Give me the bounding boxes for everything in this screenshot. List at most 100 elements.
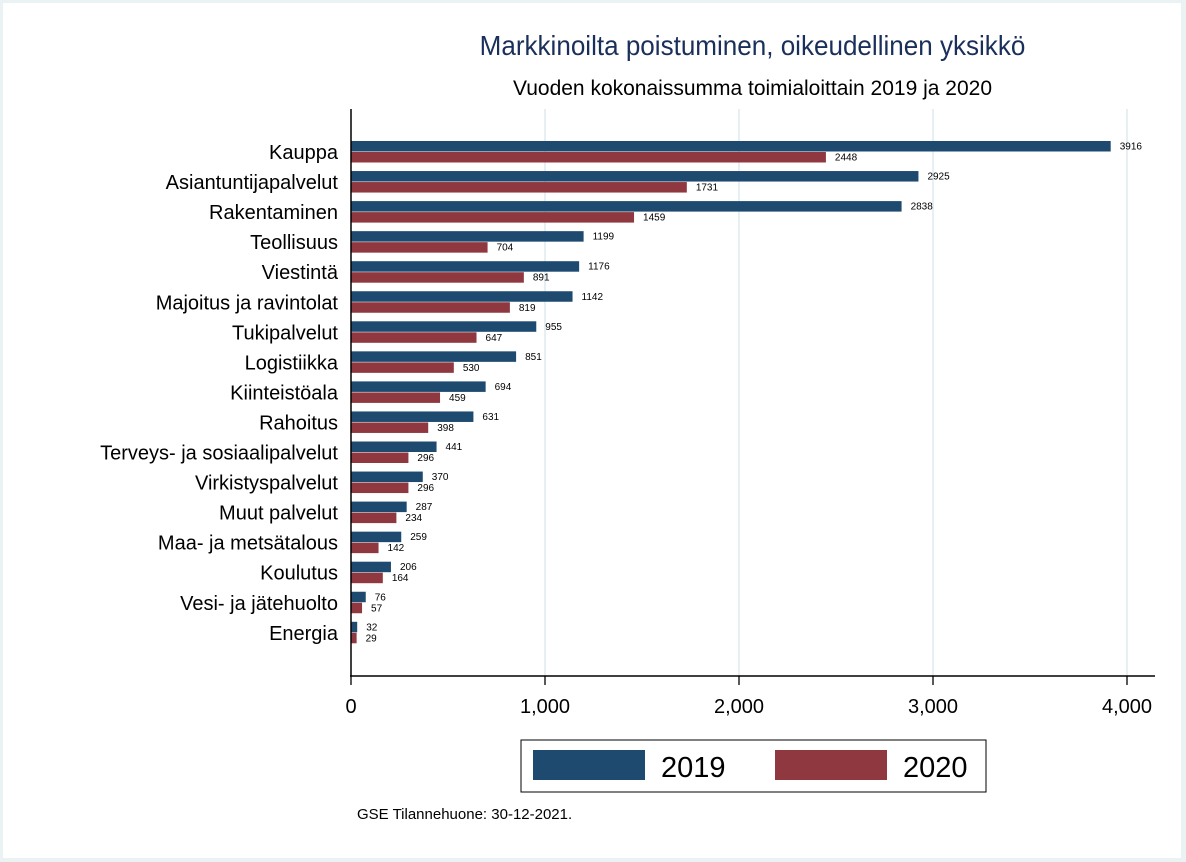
value-label: 1459 <box>643 213 666 224</box>
bar-2019 <box>351 531 402 543</box>
legend-swatch-2019 <box>533 750 645 780</box>
bar-2019 <box>351 411 474 422</box>
x-tick-label: 3,000 <box>908 696 958 718</box>
bar-2020 <box>351 302 510 313</box>
gridlines <box>544 109 1128 676</box>
category-label: Kiinteistöala <box>230 382 339 404</box>
bar-2020 <box>351 152 826 163</box>
value-label: 647 <box>486 333 503 344</box>
x-tick-label: 2,000 <box>714 696 764 718</box>
category-label: Tukipalvelut <box>232 322 338 344</box>
legend-label: 2020 <box>903 752 968 784</box>
legend-label: 2019 <box>661 752 726 784</box>
bar-2019 <box>351 261 580 272</box>
value-label: 631 <box>482 412 499 423</box>
category-label: Koulutus <box>260 563 338 585</box>
value-label: 3916 <box>1120 142 1143 153</box>
category-label: Terveys- ja sosiaalipalvelut <box>100 443 338 465</box>
value-label: 955 <box>545 322 562 333</box>
category-label: Muut palvelut <box>219 503 338 525</box>
chart-subtitle: Vuoden kokonaissumma toimialoittain 2019… <box>512 77 993 100</box>
value-label: 206 <box>400 562 417 573</box>
category-label: Viestintä <box>262 262 339 284</box>
bar-2020 <box>351 572 383 584</box>
value-label: 32 <box>366 622 378 633</box>
bar-2019 <box>351 591 366 603</box>
bars <box>351 141 1111 644</box>
value-label: 234 <box>405 513 422 524</box>
value-label: 1199 <box>593 232 615 243</box>
value-label: 370 <box>432 472 449 483</box>
bar-2020 <box>351 512 397 524</box>
value-label: 704 <box>497 243 514 254</box>
legend: 2019 2020 <box>520 739 987 793</box>
category-label: Asiantuntijapalvelut <box>166 172 339 194</box>
category-label: Kauppa <box>269 142 339 164</box>
bar-2019 <box>351 231 584 242</box>
bar-2019 <box>351 561 391 573</box>
bar-2019 <box>351 141 1111 152</box>
bar-2020 <box>351 602 363 614</box>
bar-2020 <box>351 272 524 283</box>
value-label: 164 <box>392 573 409 584</box>
value-label: 296 <box>417 453 434 464</box>
chart-title: Markkinoilta poistuminen, oikeudellinen … <box>479 30 1026 61</box>
value-label: 1731 <box>696 183 719 194</box>
x-tick-label: 1,000 <box>520 696 570 718</box>
value-label: 398 <box>437 423 454 434</box>
bar-2019 <box>351 621 358 633</box>
value-label: 851 <box>525 352 542 363</box>
bar-2019 <box>351 351 517 362</box>
value-label: 142 <box>388 543 405 554</box>
value-label: 57 <box>371 603 383 614</box>
value-labels: 3916 2448 2925 1731 2838 1459 1199 704 1176 891 11… <box>366 142 1143 645</box>
bar-2020 <box>351 632 357 644</box>
bar-2020 <box>351 212 635 223</box>
value-label: 1142 <box>582 292 604 303</box>
value-label: 287 <box>416 502 433 513</box>
bar-2020 <box>351 242 488 253</box>
axes: 0 1,000 2,000 3,000 4,000 <box>345 109 1155 718</box>
legend-swatch-2020 <box>775 750 887 780</box>
value-label: 819 <box>519 303 536 314</box>
category-label: Rahoitus <box>259 412 338 434</box>
category-label: Logistiikka <box>245 352 339 374</box>
bar-2020 <box>351 362 454 373</box>
category-label: Rakentaminen <box>209 202 338 224</box>
value-label: 2838 <box>911 202 934 213</box>
bar-2020 <box>351 422 429 433</box>
value-label: 1176 <box>588 262 610 273</box>
category-label: Virkistyspalvelut <box>195 473 338 495</box>
bar-2020 <box>351 392 441 403</box>
bar-2019 <box>351 471 423 483</box>
bar-2019 <box>351 291 573 302</box>
value-label: 530 <box>463 363 480 374</box>
bar-2019 <box>351 201 902 212</box>
footnote: GSE Tilannehuone: 30-12-2021. <box>357 806 573 823</box>
value-label: 441 <box>446 442 463 453</box>
bar-2019 <box>351 321 537 332</box>
value-label: 76 <box>375 592 387 603</box>
bar-2020 <box>351 332 477 343</box>
value-label: 694 <box>495 382 512 393</box>
value-label: 259 <box>410 532 427 543</box>
value-label: 29 <box>366 633 378 644</box>
x-tick-label: 0 <box>345 696 356 718</box>
bar-2019 <box>351 171 919 182</box>
category-label: Teollisuus <box>250 232 338 254</box>
category-labels: Kauppa Asiantuntijapalvelut Rakentaminen Te… <box>100 142 339 645</box>
x-tick-label: 4,000 <box>1102 696 1152 718</box>
value-label: 459 <box>449 393 466 404</box>
bar-2019 <box>351 441 437 452</box>
category-label: Vesi- ja jätehuolto <box>180 593 338 615</box>
bar-2020 <box>351 542 379 554</box>
bar-2020 <box>351 182 687 193</box>
category-label: Maa- ja metsätalous <box>158 533 338 555</box>
category-label: Energia <box>269 623 339 645</box>
bar-2020 <box>351 452 409 463</box>
value-label: 2448 <box>835 153 858 164</box>
value-label: 296 <box>417 483 434 494</box>
bar-2020 <box>351 482 409 494</box>
category-label: Majoitus ja ravintolat <box>156 292 339 314</box>
